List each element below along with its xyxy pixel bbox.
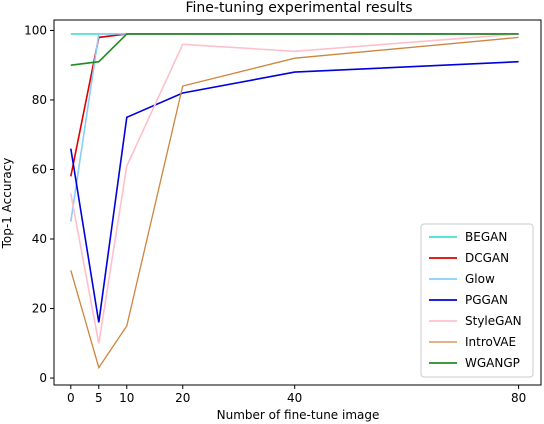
x-tick-label: 5 <box>95 391 103 405</box>
legend-label-glow: Glow <box>465 272 495 286</box>
series-line-introvae <box>70 36 519 370</box>
x-tick-label: 10 <box>119 391 134 405</box>
series-line-stylegan <box>70 33 519 344</box>
series-line-wgangp <box>70 33 519 66</box>
chart-title: Fine-tuning experimental results <box>185 0 412 16</box>
legend-box <box>420 223 534 378</box>
y-axis-title: Top-1 Accuracy <box>0 158 14 250</box>
y-tick-label: 0 <box>39 371 47 385</box>
y-tick-label: 60 <box>32 162 47 176</box>
legend-label-dcgan: DCGAN <box>465 251 509 265</box>
y-tick-label: 40 <box>32 232 47 246</box>
y-tick-label: 20 <box>32 302 47 316</box>
legend-label-wgangp: WGANGP <box>465 356 520 370</box>
x-tick-label: 80 <box>511 391 526 405</box>
y-tick-label: 100 <box>24 23 47 37</box>
y-tick-label: 80 <box>32 93 47 107</box>
x-axis-title: Number of fine-tune image <box>217 408 380 422</box>
x-tick-label: 20 <box>175 391 190 405</box>
x-tick-label: 40 <box>287 391 302 405</box>
legend-label-pggan: PGGAN <box>465 293 508 307</box>
legend-label-began: BEGAN <box>465 230 507 244</box>
legend: BEGAN DCGAN Glow PGGAN StyleGAN IntroVAE WGANG… <box>420 223 534 378</box>
x-tick-label: 0 <box>67 391 75 405</box>
legend-label-introvae: IntroVAE <box>465 335 516 349</box>
legend-label-stylegan: StyleGAN <box>465 314 522 328</box>
